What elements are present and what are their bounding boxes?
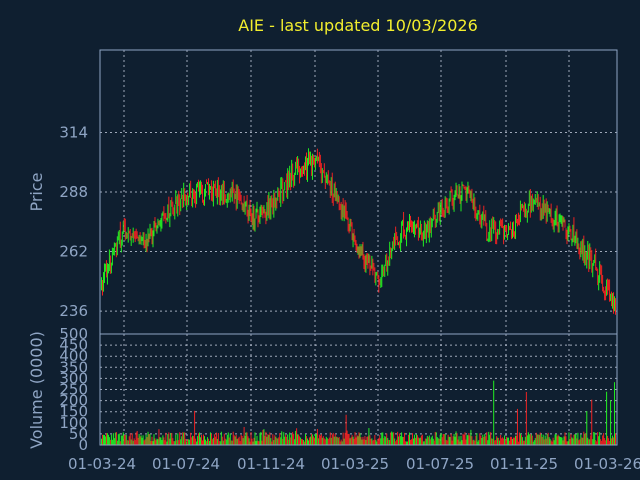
price-panel-frame	[99, 49, 618, 335]
price-grid	[100, 50, 617, 334]
volume-tick-label-2: 400	[59, 347, 88, 365]
price-y-ticks: 314 288 262 236	[59, 123, 88, 320]
x-tick-label-3: 01-03-25	[321, 455, 389, 473]
volume-tick-label-3: 350	[59, 358, 88, 376]
volume-tick-label-5: 250	[59, 381, 88, 399]
volume-grid	[100, 334, 617, 445]
x-tick-label-2: 01-11-24	[237, 455, 305, 473]
volume-tick-label-4: 300	[59, 369, 88, 387]
volume-bars	[100, 380, 617, 445]
price-tick-label-2: 262	[59, 243, 88, 261]
volume-tick-label-10: 0	[78, 436, 88, 454]
volume-axis-label: Volume (0000)	[27, 331, 46, 449]
price-candles	[100, 148, 617, 315]
x-tick-label-4: 01-07-25	[406, 455, 474, 473]
volume-tick-label-0: 500	[59, 325, 88, 343]
x-tick-label-5: 01-11-25	[490, 455, 558, 473]
volume-tick-label-6: 200	[59, 392, 88, 410]
volume-tick-label-1: 450	[59, 336, 88, 354]
price-tick-label-3: 236	[59, 302, 88, 320]
x-axis-ticks: 01-03-24 01-07-24 01-11-24 01-03-25 01-07-25…	[68, 455, 640, 473]
volume-panel-frame	[99, 333, 618, 446]
volume-tick-label-7: 150	[59, 403, 88, 421]
price-axis-label: Price	[27, 172, 46, 211]
volume-tick-label-8: 100	[59, 414, 88, 432]
price-tick-label-1: 288	[59, 183, 88, 201]
volume-tick-label-9: 50	[69, 425, 88, 443]
chart-title: AIE - last updated 10/03/2026	[238, 16, 478, 35]
x-tick-label-0: 01-03-24	[68, 455, 136, 473]
x-tick-label-6: 01-03-26	[574, 455, 640, 473]
x-tick-label-1: 01-07-24	[152, 455, 220, 473]
price-tick-label-0: 314	[59, 123, 88, 141]
